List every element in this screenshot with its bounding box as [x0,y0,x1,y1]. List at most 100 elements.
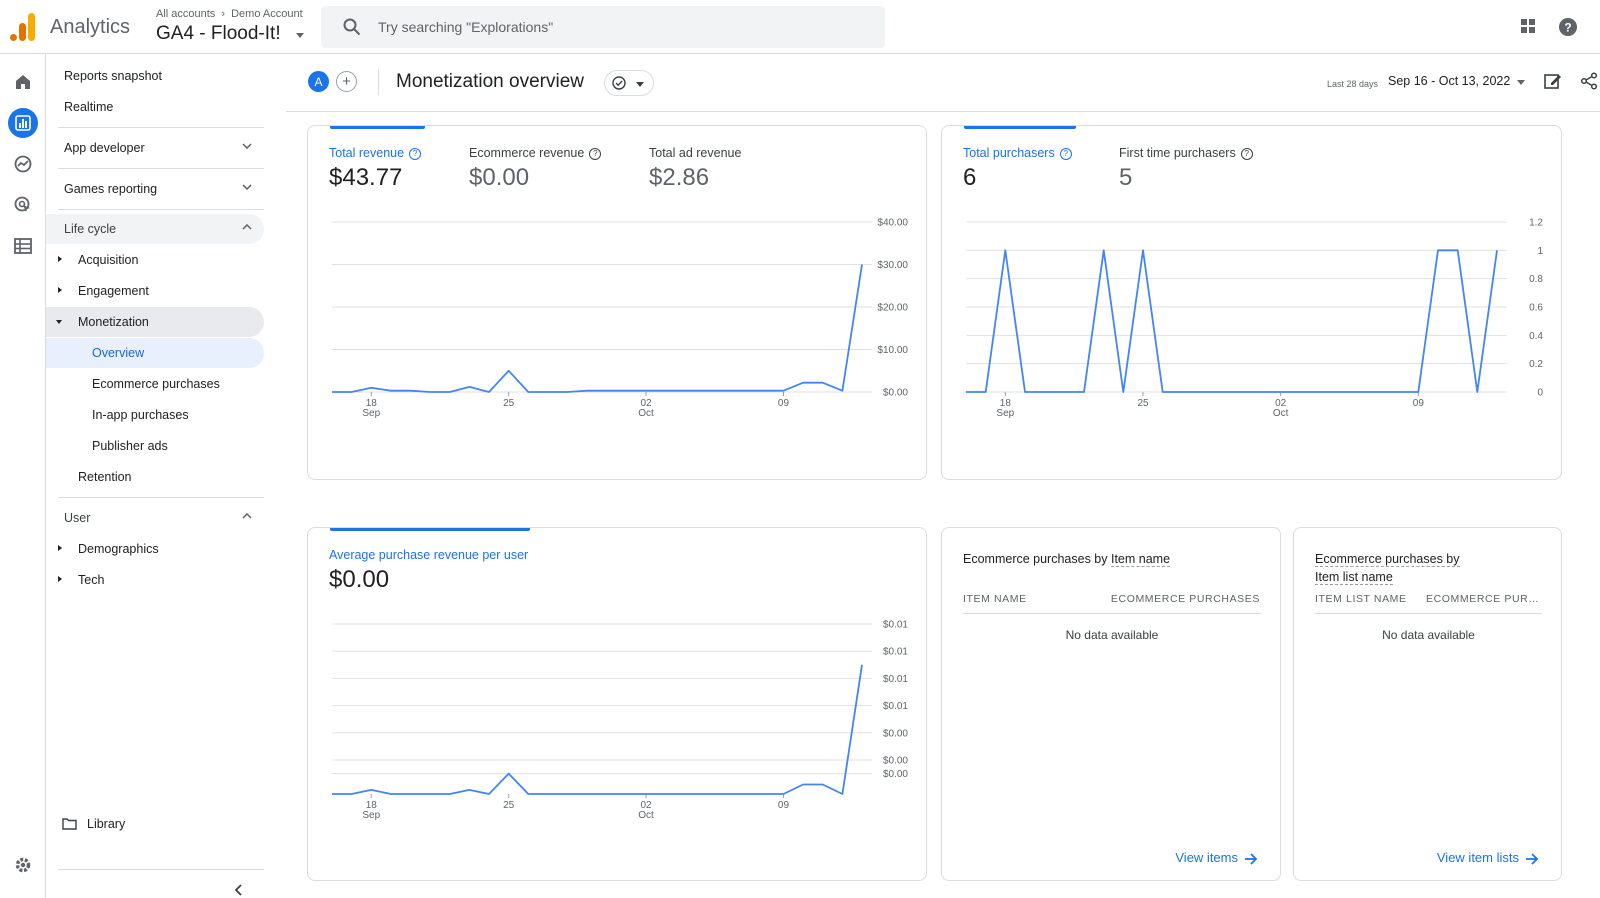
expand-arrow-icon [58,545,62,551]
nav-user[interactable]: User [46,503,264,533]
view-item-lists-link[interactable]: View item lists [1436,850,1519,865]
configure-icon[interactable] [8,231,38,261]
dimension-selector[interactable]: Item list name [1315,570,1393,585]
add-comparison-button[interactable]: + [336,71,357,92]
x-tick-sublabel: Oct [1273,408,1289,419]
chevron-down-icon [242,143,252,149]
metric-ecommerce-revenue[interactable]: Ecommerce revenue? [469,146,602,160]
breadcrumb-all-accounts[interactable]: All accounts [156,8,216,20]
nav-library[interactable]: Library [46,809,264,839]
account-breadcrumb[interactable]: All accounts › Demo Account [156,8,303,20]
nav-reports-snapshot[interactable]: Reports snapshot [46,61,264,91]
x-tick-sublabel: Sep [996,408,1014,419]
home-icon[interactable] [8,67,38,97]
report-status-chip[interactable] [604,70,654,96]
expand-arrow-icon [58,287,62,293]
nav-monetization[interactable]: Monetization [46,307,264,337]
nav-demographics[interactable]: Demographics [46,534,264,564]
nav-realtime[interactable]: Realtime [46,92,264,122]
analytics-logo-icon[interactable] [10,13,36,41]
metric-avg-purchase-revenue[interactable]: Average purchase revenue per user [329,548,529,562]
arrow-right-icon[interactable] [1244,853,1258,865]
series-line[interactable] [332,664,863,795]
nav-overview[interactable]: Overview [46,338,264,368]
nav-publisher-ads[interactable]: Publisher ads [46,431,264,461]
y-tick-label: 1.2 [1529,218,1543,229]
view-items-link[interactable]: View items [1175,850,1238,865]
nav-library-label: Library [87,817,126,831]
nav-games-reporting[interactable]: Games reporting [46,174,264,204]
help-circle-icon[interactable]: ? [589,148,602,160]
metric-total-revenue[interactable]: Total revenue? [329,146,422,160]
nav-in-app-purchases[interactable]: In-app purchases [46,400,264,430]
y-tick-label: $40.00 [877,218,908,229]
dimension-selector[interactable]: Item name [1110,552,1171,567]
column-header[interactable]: ECOMMERCE PURCHASES [1110,593,1260,605]
nav-acquisition[interactable]: Acquisition [46,245,264,275]
table-title: Ecommerce purchases by Item list name [1315,550,1460,586]
series-line[interactable] [966,249,1498,393]
check-circle-icon [612,76,626,90]
advertising-icon[interactable] [8,190,38,220]
table-title-text: Ecommerce purchases by [963,552,1111,566]
series-line[interactable] [332,264,863,393]
search-bar[interactable]: Try searching "Explorations" [321,6,885,48]
y-tick-label: 0 [1537,388,1543,399]
apps-grid-icon[interactable] [1521,19,1535,33]
nav-tech-label: Tech [78,573,105,587]
avg-revenue-line-chart[interactable]: $0.01 $0.01 $0.01 $0.01 $0.00 $0.00 $0.00 18Sep… [308,608,927,833]
y-tick-label: 0.2 [1529,359,1543,370]
nav-app-developer-label: App developer [64,141,145,155]
help-icon[interactable]: ? [1559,18,1577,36]
help-circle-icon[interactable]: ? [1240,148,1253,160]
share-icon[interactable] [1580,72,1598,90]
metric-value: $0.00 [469,164,530,191]
divider [378,69,379,95]
date-dropdown-icon[interactable] [1517,80,1525,85]
reports-icon[interactable] [8,108,38,138]
x-tick-label: 02 [641,398,653,409]
search-input[interactable]: Try searching "Explorations" [378,19,554,35]
svg-text:?: ? [1564,21,1571,35]
nav-tech[interactable]: Tech [46,565,264,595]
comparison-avatar[interactable]: A [308,71,329,92]
metric-total-ad-revenue[interactable]: Total ad revenue [649,146,741,160]
x-tick-label: 09 [778,398,790,409]
arrow-right-icon[interactable] [1525,853,1539,865]
column-header[interactable]: ITEM LIST NAME [1315,593,1407,605]
nav-engagement[interactable]: Engagement [46,276,264,306]
settings-icon[interactable] [8,850,38,880]
expand-arrow-icon [58,256,62,262]
x-tick-label: 18 [1000,398,1012,409]
breadcrumb-account[interactable]: Demo Account [231,8,303,20]
metric-value: $0.00 [329,566,390,593]
metric-label: First time purchasers [1119,146,1236,160]
nav-ecommerce-purchases[interactable]: Ecommerce purchases [46,369,264,399]
x-tick-label: 02 [641,800,653,811]
search-icon [343,18,361,36]
item-list-table-card: Ecommerce purchases by Item list name ITE… [1293,527,1562,881]
active-metric-indicator [964,126,1076,129]
metric-first-time-purchasers[interactable]: First time purchasers? [1119,146,1253,160]
metric-value: $43.77 [329,164,403,191]
nav-life-cycle[interactable]: Life cycle [46,214,264,244]
property-dropdown-icon[interactable] [296,33,304,38]
nav-in-app-purchases-label: In-app purchases [92,408,189,422]
expand-arrow-icon [58,576,62,582]
help-circle-icon[interactable]: ? [1059,148,1072,160]
help-circle-icon[interactable]: ? [409,148,422,160]
property-selector[interactable]: GA4 - Flood-It! [156,23,281,44]
collapse-nav-icon[interactable] [234,884,242,896]
column-header[interactable]: ECOMMERCE PUR… [1426,593,1540,605]
column-header[interactable]: ITEM NAME [963,593,1027,605]
explore-icon[interactable] [8,149,38,179]
metric-total-purchasers[interactable]: Total purchasers? [963,146,1072,160]
nav-app-developer[interactable]: App developer [46,133,264,163]
chevron-down-icon [636,82,644,87]
date-range-picker[interactable]: Sep 16 - Oct 13, 2022 [1388,74,1511,88]
customize-report-icon[interactable] [1544,72,1562,90]
nav-retention[interactable]: Retention [46,462,264,492]
purchasers-card: Total purchasers? 6 First time purchaser… [941,125,1562,480]
